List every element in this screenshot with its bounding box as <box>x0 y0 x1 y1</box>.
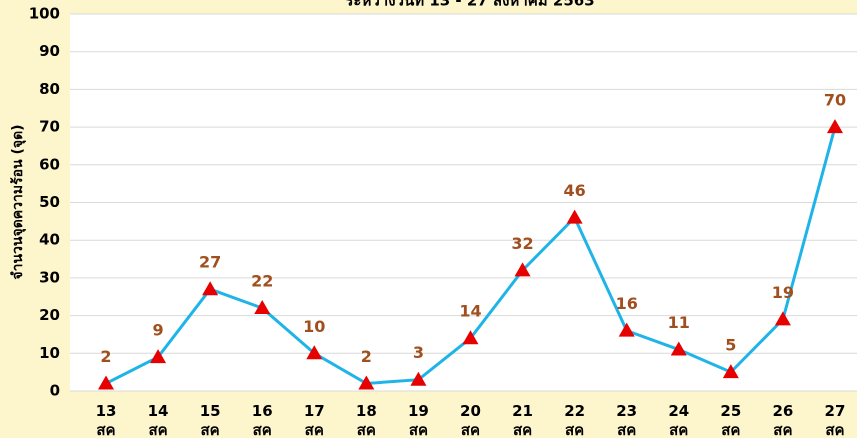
data-label: 10 <box>303 317 325 336</box>
x-tick-label: 27 สค <box>825 402 846 438</box>
x-tick-label: 19 สค <box>408 402 429 438</box>
y-tick-label: 40 <box>39 231 60 249</box>
marker <box>202 281 219 296</box>
data-label: 5 <box>725 336 736 355</box>
data-label: 11 <box>668 313 690 332</box>
x-tick-label: 24 สค <box>668 402 689 438</box>
marker <box>566 209 583 224</box>
y-tick-label: 30 <box>39 268 60 286</box>
x-tick-label: 21 สค <box>512 402 533 438</box>
marker <box>358 375 375 390</box>
marker <box>514 262 531 277</box>
data-label: 22 <box>251 272 273 291</box>
data-label: 19 <box>772 283 794 302</box>
y-tick-label: 10 <box>39 344 60 362</box>
data-label: 14 <box>459 302 481 321</box>
marker <box>98 375 114 390</box>
data-label: 2 <box>100 347 111 366</box>
x-tick-label: 18 สค <box>356 402 377 438</box>
x-tick-label: 25 สค <box>720 402 741 438</box>
y-tick-label: 80 <box>39 80 60 98</box>
y-tick-label: 50 <box>39 193 60 211</box>
data-label: 2 <box>361 347 372 366</box>
data-label: 70 <box>824 91 846 110</box>
data-label: 9 <box>152 321 163 340</box>
marker <box>826 119 843 134</box>
x-tick-label: 26 สค <box>772 402 793 438</box>
y-tick-label: 20 <box>39 306 60 324</box>
marker <box>722 364 739 379</box>
x-tick-label: 15 สค <box>200 402 221 438</box>
chart-title: ระหว่างวันที่ 13 - 27 สิงหาคม 2563 <box>345 0 594 10</box>
x-tick-label: 22 สค <box>564 402 585 438</box>
data-label: 46 <box>563 181 585 200</box>
x-tick-label: 17 สค <box>304 402 325 438</box>
y-tick-label: 90 <box>39 42 60 60</box>
y-axis-label: จำนวนจุดความร้อน (จุด) <box>10 124 26 279</box>
data-label: 3 <box>413 343 424 362</box>
marker <box>774 311 791 326</box>
marker <box>306 345 323 360</box>
x-tick-label: 16 สค <box>252 402 273 438</box>
marker <box>618 322 635 337</box>
marker <box>410 371 427 386</box>
y-tick-label: 100 <box>29 5 60 23</box>
y-tick-label: 60 <box>39 155 60 173</box>
data-label: 16 <box>616 294 638 313</box>
y-tick-label: 70 <box>39 118 60 136</box>
data-label: 32 <box>511 234 533 253</box>
marker <box>254 300 271 315</box>
x-tick-label: 13 สค <box>96 402 117 438</box>
data-label: 27 <box>199 253 221 272</box>
x-tick-label: 14 สค <box>148 402 169 438</box>
y-tick-label: 0 <box>50 382 60 400</box>
x-tick-label: 23 สค <box>616 402 637 438</box>
marker <box>670 341 687 356</box>
x-tick-label: 20 สค <box>460 402 481 438</box>
marker <box>462 330 479 345</box>
marker <box>150 349 167 364</box>
